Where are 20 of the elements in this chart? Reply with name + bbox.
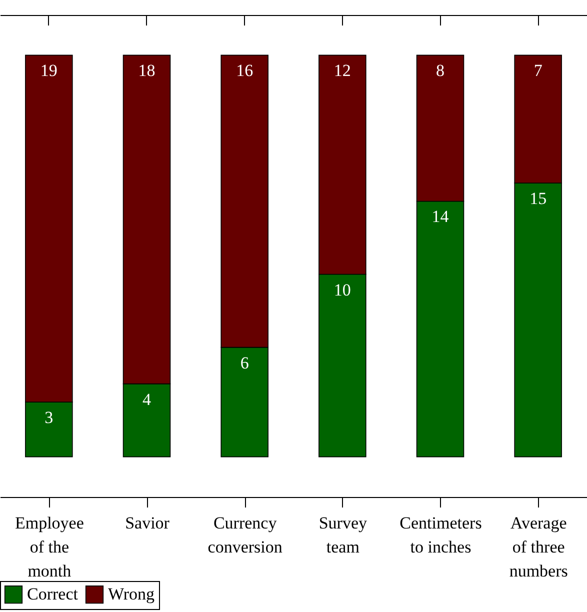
data-label: 18 [138,61,156,80]
data-label: 6 [240,353,249,372]
data-label: 7 [534,61,543,80]
data-label: 3 [44,408,54,428]
data-label: 16 [236,61,254,80]
x-tick-label: Centimeters to inches [400,514,482,556]
data-label: 4 [142,390,152,409]
legend-label: Wrong [108,584,156,604]
legend-label: Correct [27,584,78,604]
data-label: 10 [334,280,351,300]
data-label: 12 [334,61,351,80]
x-tick-label: Savior [125,514,170,532]
x-tick-label: Survey team [318,514,368,556]
data-label: 14 [432,207,450,226]
x-tick-label: Employee of the month [14,514,84,580]
data-label: 19 [40,61,58,80]
x-tick-label: Currency conversion [208,514,283,556]
data-label: 8 [436,61,444,80]
x-tick-label: Average of three numbers [509,514,568,580]
data-label: 15 [530,188,547,208]
